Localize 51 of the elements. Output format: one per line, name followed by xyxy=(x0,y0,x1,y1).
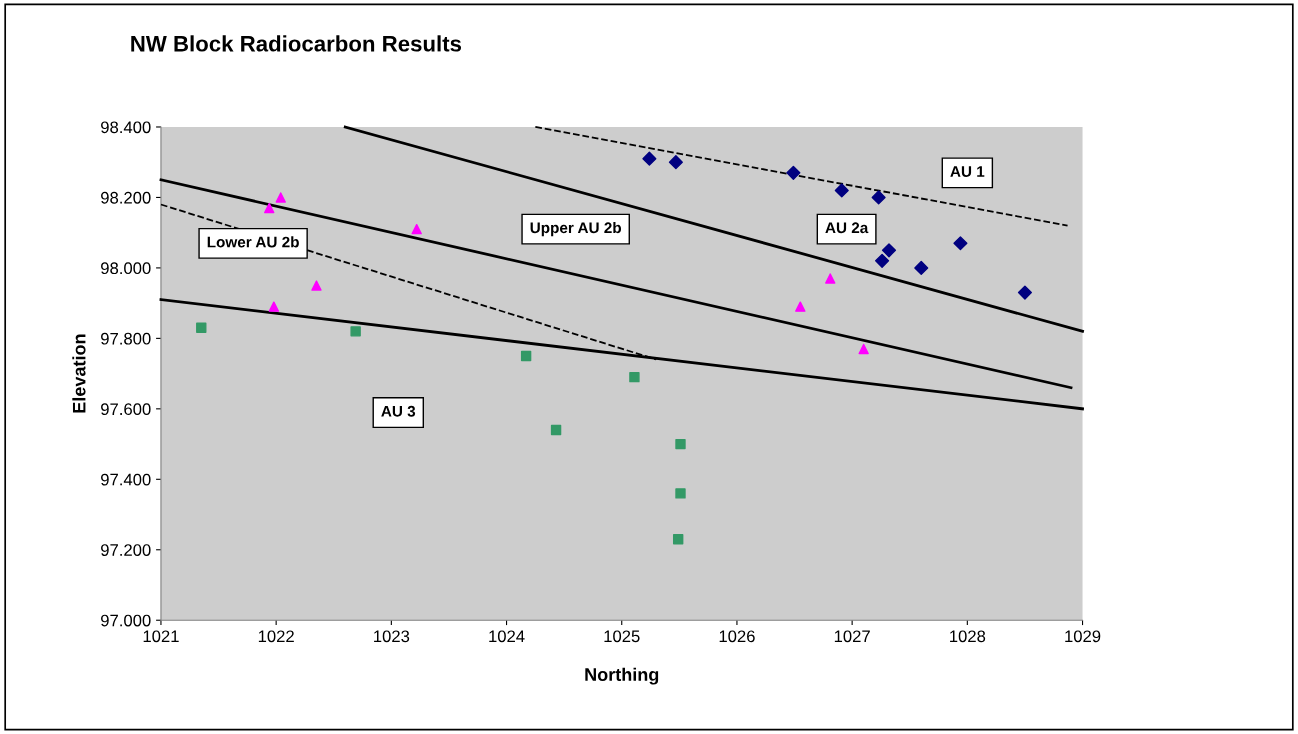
x-tick-label: 1023 xyxy=(374,630,410,643)
point xyxy=(275,192,286,203)
chart-title: NW Block Radiocarbon Results xyxy=(131,35,462,52)
x-tick-label: 1021 xyxy=(143,630,179,643)
y-axis-title: Elevation xyxy=(72,334,86,413)
y-tick-label: 97.400 xyxy=(101,473,151,486)
x-tick-label: 1027 xyxy=(834,630,870,643)
y-tick-label: 98.200 xyxy=(101,191,151,204)
point xyxy=(875,253,890,268)
x-tick-label: 1025 xyxy=(604,630,640,643)
point xyxy=(642,151,657,166)
y-tick-label: 97.200 xyxy=(101,544,151,556)
point xyxy=(550,424,562,436)
point xyxy=(834,183,849,198)
annotation: Upper AU 2b xyxy=(530,221,622,237)
x-axis-title: Northing xyxy=(585,667,659,685)
point xyxy=(881,243,897,258)
y-tick-label: 98.000 xyxy=(101,262,151,275)
x-tick-label: 1026 xyxy=(719,630,755,643)
point xyxy=(668,155,683,170)
point xyxy=(264,202,275,214)
point xyxy=(672,534,684,545)
annotation: AU 2a xyxy=(825,222,869,234)
annotation: AU 1 xyxy=(950,166,985,177)
x-tick-label: 1029 xyxy=(1065,630,1101,643)
y-tick-label: 97.800 xyxy=(101,332,151,345)
point xyxy=(675,438,686,450)
point xyxy=(629,371,640,383)
point xyxy=(871,190,886,205)
point xyxy=(786,165,801,180)
point xyxy=(268,301,280,312)
point xyxy=(196,322,207,333)
point xyxy=(675,488,686,499)
annotation: AU 3 xyxy=(381,405,416,417)
x-tick-label: 1024 xyxy=(489,630,525,643)
x-tick-label: 1028 xyxy=(950,630,986,643)
point xyxy=(858,343,869,355)
annotation: Lower AU 2b xyxy=(207,236,299,248)
point xyxy=(520,350,532,362)
y-tick-label: 97.000 xyxy=(101,614,151,627)
point xyxy=(1017,285,1032,300)
y-tick-label: 98.400 xyxy=(101,121,151,134)
point xyxy=(914,260,929,275)
point xyxy=(350,326,361,337)
point xyxy=(953,236,968,251)
y-tick-label: 97.600 xyxy=(101,403,151,416)
point xyxy=(411,223,422,235)
x-tick-label: 1022 xyxy=(258,630,294,643)
point xyxy=(795,301,806,312)
point xyxy=(311,280,322,291)
point xyxy=(825,273,836,284)
